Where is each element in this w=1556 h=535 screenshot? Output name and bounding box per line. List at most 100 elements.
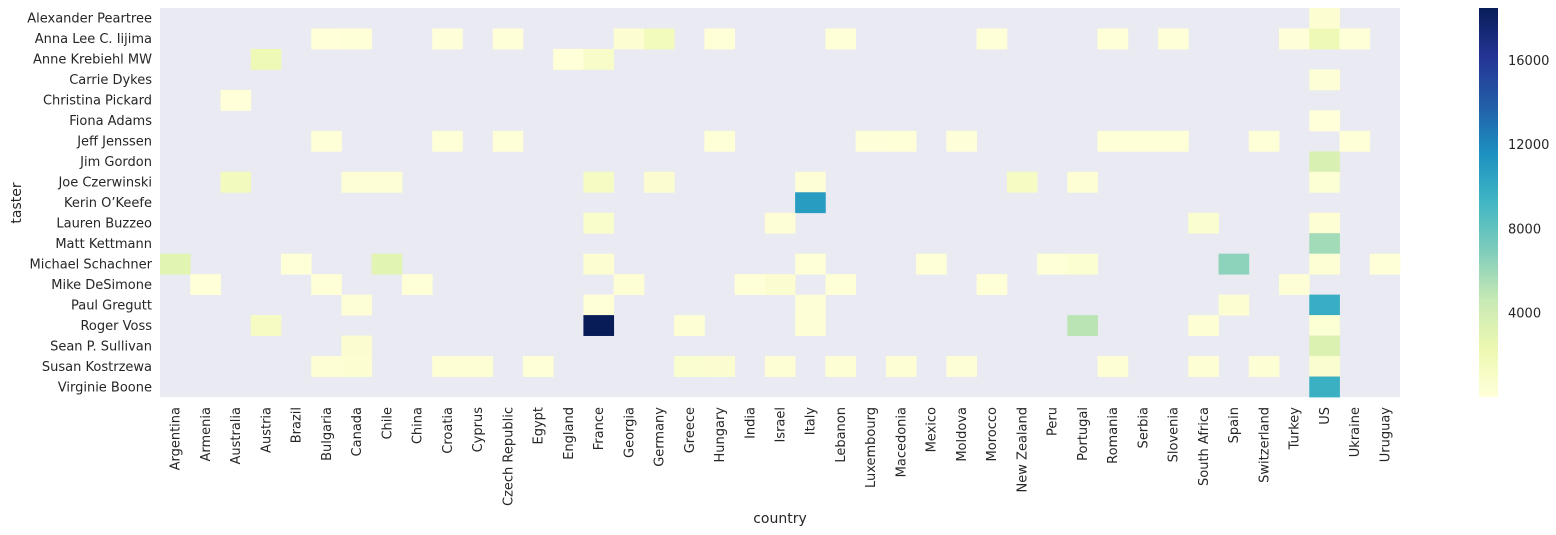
heatmap-cell	[341, 356, 373, 377]
heatmap-cell	[220, 171, 252, 193]
y-tick-label: Lauren Buzzeo	[56, 216, 152, 231]
heatmap-cell	[583, 171, 615, 193]
x-tick-label: South Africa	[1197, 407, 1212, 486]
heatmap-cell	[1188, 315, 1219, 336]
heatmap-cell	[1248, 356, 1280, 377]
heatmap-cell	[522, 356, 554, 377]
x-tick-labels: Argentina Armenia Australia Austria Brazil Bu…	[169, 407, 1394, 506]
x-tick-label: Hungary	[713, 407, 728, 463]
heatmap-cell	[280, 253, 312, 275]
heatmap-cell	[1279, 274, 1310, 296]
x-tick-label: Uruguay	[1378, 407, 1393, 463]
heatmap-cell	[190, 274, 221, 296]
heatmap-cell	[825, 28, 857, 50]
heatmap-cell	[1309, 335, 1340, 357]
x-axis-title: country	[753, 511, 807, 527]
x-tick-label: Turkey	[1288, 407, 1303, 451]
heatmap-cell	[432, 130, 463, 152]
heatmap-cell	[311, 356, 342, 377]
heatmap-cell	[492, 130, 524, 152]
heatmap-cell	[1309, 8, 1340, 29]
heatmap-cell	[764, 274, 796, 296]
heatmap-cell	[643, 28, 675, 50]
y-tick-label: Paul Gregutt	[71, 298, 152, 313]
x-tick-label: Macedonia	[894, 407, 909, 477]
y-tick-label: Virginie Boone	[58, 380, 152, 395]
x-tick-label: Greece	[683, 407, 698, 453]
x-tick-label: Serbia	[1136, 407, 1151, 448]
x-tick-label: Chile	[380, 407, 395, 440]
heatmap-cell	[1339, 28, 1371, 50]
heatmap-cell	[885, 356, 917, 377]
heatmap-cell	[916, 253, 947, 275]
y-tick-label: Joe Czerwinski	[57, 176, 152, 191]
y-tick-label: Mike DeSimone	[51, 278, 152, 293]
heatmap-cell	[341, 28, 373, 50]
y-tick-label: Roger Voss	[80, 319, 152, 334]
heatmap-cell	[1309, 356, 1340, 377]
colorbar-tick-label: 4000	[1508, 306, 1541, 321]
heatmap-cell	[795, 315, 826, 336]
heatmap-cell	[946, 356, 977, 377]
x-tick-label: Georgia	[622, 407, 637, 458]
x-tick-label: Bulgaria	[320, 407, 335, 461]
heatmap-cell	[734, 274, 766, 296]
heatmap-cell	[583, 253, 615, 275]
y-tick-label: Michael Schachner	[30, 257, 153, 272]
heatmap-cell	[341, 335, 373, 357]
y-axis-title: taster	[9, 182, 25, 223]
y-tick-label: Carrie Dykes	[69, 73, 152, 88]
heatmap-cell	[1188, 356, 1219, 377]
y-tick-labels: Alexander Peartree Anna Lee C. Iijima Anne…	[27, 12, 152, 396]
heatmap-cell	[583, 48, 615, 70]
heatmap-cell	[1309, 315, 1340, 336]
heatmap-cell	[1369, 253, 1401, 275]
heatmap-cell	[1248, 130, 1280, 152]
x-tick-label: Switzerland	[1257, 407, 1272, 483]
heatmap-cell	[583, 212, 615, 234]
heatmap-cell	[250, 48, 282, 70]
y-tick-label: Alexander Peartree	[27, 12, 152, 27]
heatmap-cell	[1309, 233, 1340, 255]
x-tick-label: France	[592, 407, 607, 450]
heatmap-cell	[371, 253, 403, 275]
x-tick-label: India	[743, 407, 758, 439]
heatmap-cell	[825, 274, 857, 296]
heatmap-cell	[1067, 171, 1098, 193]
heatmap-cell	[311, 28, 342, 50]
heatmap-cell	[976, 28, 1008, 50]
x-tick-label: Brazil	[290, 407, 305, 443]
heatmap-cell	[311, 274, 342, 296]
heatmap-cell	[704, 356, 736, 377]
heatmap-cell	[462, 356, 494, 377]
heatmap-cell	[976, 274, 1008, 296]
x-tick-label: Mexico	[925, 407, 940, 452]
heatmap-cell	[825, 356, 857, 377]
x-tick-label: New Zealand	[1015, 407, 1030, 492]
x-tick-label: US	[1318, 407, 1333, 425]
heatmap-cell	[704, 130, 736, 152]
colorbar-tick-label: 16000	[1508, 54, 1549, 69]
heatmap-cell	[1218, 253, 1250, 275]
x-tick-label: Portugal	[1076, 407, 1091, 461]
heatmap-cell	[341, 294, 373, 316]
x-tick-label: Czech Republic	[501, 407, 516, 506]
x-tick-label: Italy	[804, 407, 819, 436]
heatmap-cell	[674, 315, 705, 336]
heatmap-cell	[583, 294, 615, 316]
y-tick-label: Fiona Adams	[69, 114, 152, 129]
x-tick-label: Luxembourg	[864, 407, 879, 488]
heatmap-cell	[946, 130, 977, 152]
heatmap-cell	[1309, 171, 1340, 193]
x-tick-label: Morocco	[985, 407, 1000, 461]
heatmap-cell	[1309, 110, 1340, 132]
x-tick-label: Canada	[350, 407, 365, 456]
heatmap-cell	[1339, 130, 1371, 152]
y-tick-label: Jim Gordon	[79, 155, 152, 170]
heatmap-cell	[764, 356, 796, 377]
x-tick-label: Croatia	[441, 407, 456, 454]
heatmap-cell	[643, 171, 675, 193]
heatmap-cell	[401, 274, 433, 296]
heatmap-cell	[432, 28, 463, 50]
